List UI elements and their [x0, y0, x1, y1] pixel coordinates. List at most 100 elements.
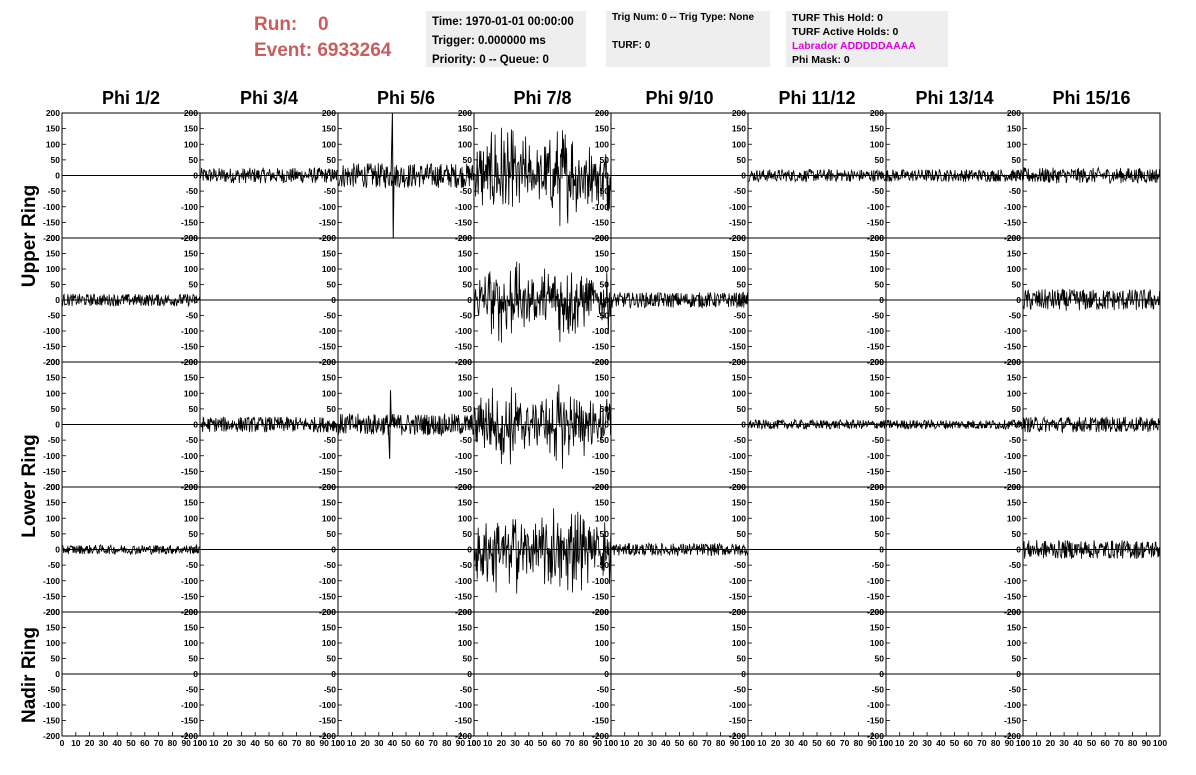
- y-tick-label: -150: [729, 591, 746, 601]
- x-tick-label: 70: [154, 738, 164, 748]
- y-tick-label: -50: [872, 685, 885, 695]
- y-tick-label: -100: [455, 576, 472, 586]
- x-tick-label: 40: [388, 738, 398, 748]
- y-tick-label: -50: [597, 186, 610, 196]
- x-tick-label: 80: [579, 738, 589, 748]
- y-tick-label: 50: [737, 404, 747, 414]
- column-title: Phi 3/4: [240, 88, 298, 108]
- y-tick-label: 100: [595, 264, 609, 274]
- y-tick-label: -50: [460, 560, 473, 570]
- y-tick-label: -50: [1009, 311, 1022, 321]
- y-tick-label: 100: [732, 264, 746, 274]
- x-tick-label: 30: [510, 738, 520, 748]
- x-tick-label: 20: [223, 738, 233, 748]
- y-tick-label: 100: [458, 139, 472, 149]
- y-tick-label: 0: [331, 171, 336, 181]
- phi-mask-text: Phi Mask: 0: [792, 54, 850, 66]
- x-tick-label: 10: [1032, 738, 1042, 748]
- y-tick-label: -50: [48, 435, 61, 445]
- y-tick-label: 100: [184, 264, 198, 274]
- y-tick-label: -100: [181, 576, 198, 586]
- y-tick-label: -50: [734, 311, 747, 321]
- labrador-text: Labrador ADDDDDAAAA: [792, 40, 916, 52]
- y-tick-label: 100: [322, 264, 336, 274]
- y-tick-label: -100: [181, 451, 198, 461]
- y-tick-label: 0: [741, 171, 746, 181]
- x-tick-label: 70: [292, 738, 302, 748]
- x-tick-label: 0: [198, 738, 203, 748]
- y-tick-label: -100: [729, 326, 746, 336]
- x-tick-label: 20: [771, 738, 781, 748]
- y-tick-label: -50: [597, 311, 610, 321]
- y-tick-label: 50: [737, 280, 747, 290]
- y-tick-label: -50: [186, 685, 199, 695]
- y-tick-label: -150: [181, 466, 198, 476]
- x-tick-label: 0: [609, 738, 614, 748]
- x-tick-label: 0: [884, 738, 889, 748]
- y-tick-label: 0: [55, 295, 60, 305]
- y-tick-label: 0: [741, 669, 746, 679]
- y-tick-label: 200: [595, 357, 609, 367]
- y-tick-label: 150: [870, 124, 884, 134]
- priority-text: Priority: 0 -- Queue: 0: [432, 54, 549, 66]
- y-tick-label: 0: [55, 420, 60, 430]
- y-tick-label: 200: [595, 482, 609, 492]
- y-tick-label: 150: [46, 124, 60, 134]
- y-tick-label: 100: [184, 139, 198, 149]
- y-tick-label: 200: [595, 108, 609, 118]
- y-tick-label: -50: [597, 435, 610, 445]
- y-tick-label: -50: [872, 435, 885, 445]
- waveform-trace: [473, 508, 612, 594]
- y-tick-label: 50: [189, 404, 199, 414]
- x-tick-label: 10: [483, 738, 493, 748]
- y-tick-label: 200: [732, 108, 746, 118]
- y-tick-label: -150: [43, 716, 60, 726]
- y-tick-label: 200: [458, 482, 472, 492]
- y-tick-label: 150: [46, 498, 60, 508]
- y-tick-label: 200: [322, 357, 336, 367]
- waveform-trace: [61, 293, 201, 308]
- y-tick-label: 0: [741, 420, 746, 430]
- y-tick-label: 50: [327, 529, 337, 539]
- time-text: Time: 1970-01-01 00:00:00: [432, 16, 574, 28]
- y-tick-label: -150: [319, 342, 336, 352]
- y-tick-label: 0: [1016, 669, 1021, 679]
- y-tick-label: 50: [327, 654, 337, 664]
- x-tick-label: 80: [991, 738, 1001, 748]
- y-tick-label: 100: [732, 513, 746, 523]
- waveform-trace: [1022, 288, 1161, 311]
- event-value: 6933264: [317, 40, 392, 61]
- y-tick-label: -100: [43, 326, 60, 336]
- y-tick-label: 50: [189, 280, 199, 290]
- y-tick-label: -50: [460, 435, 473, 445]
- column-title: Phi 1/2: [102, 88, 160, 108]
- x-tick-label: 30: [374, 738, 384, 748]
- y-tick-label: 150: [732, 623, 746, 633]
- y-tick-label: 150: [184, 124, 198, 134]
- y-tick-label: -150: [319, 466, 336, 476]
- x-tick-label: 90: [1005, 738, 1015, 748]
- x-tick-label: 40: [936, 738, 946, 748]
- y-tick-label: -150: [867, 466, 884, 476]
- x-tick-label: 40: [798, 738, 808, 748]
- x-tick-label: 50: [1087, 738, 1097, 748]
- y-tick-label: -100: [319, 451, 336, 461]
- y-tick-label: -100: [592, 326, 609, 336]
- y-tick-label: -100: [867, 700, 884, 710]
- x-tick-label: 10: [71, 738, 81, 748]
- y-tick-label: -100: [181, 700, 198, 710]
- y-tick-label: -100: [729, 451, 746, 461]
- y-tick-label: 200: [1007, 607, 1021, 617]
- y-tick-label: -150: [43, 342, 60, 352]
- y-tick-label: 200: [184, 108, 198, 118]
- y-tick-label: 50: [875, 155, 885, 165]
- y-tick-label: 150: [46, 623, 60, 633]
- y-tick-label: 200: [870, 607, 884, 617]
- y-tick-label: 0: [604, 545, 609, 555]
- y-tick-label: -100: [319, 326, 336, 336]
- y-tick-label: 200: [458, 357, 472, 367]
- y-tick-label: 200: [458, 607, 472, 617]
- x-tick-label: 60: [688, 738, 698, 748]
- y-tick-label: -150: [867, 591, 884, 601]
- x-tick-label: 100: [741, 738, 755, 748]
